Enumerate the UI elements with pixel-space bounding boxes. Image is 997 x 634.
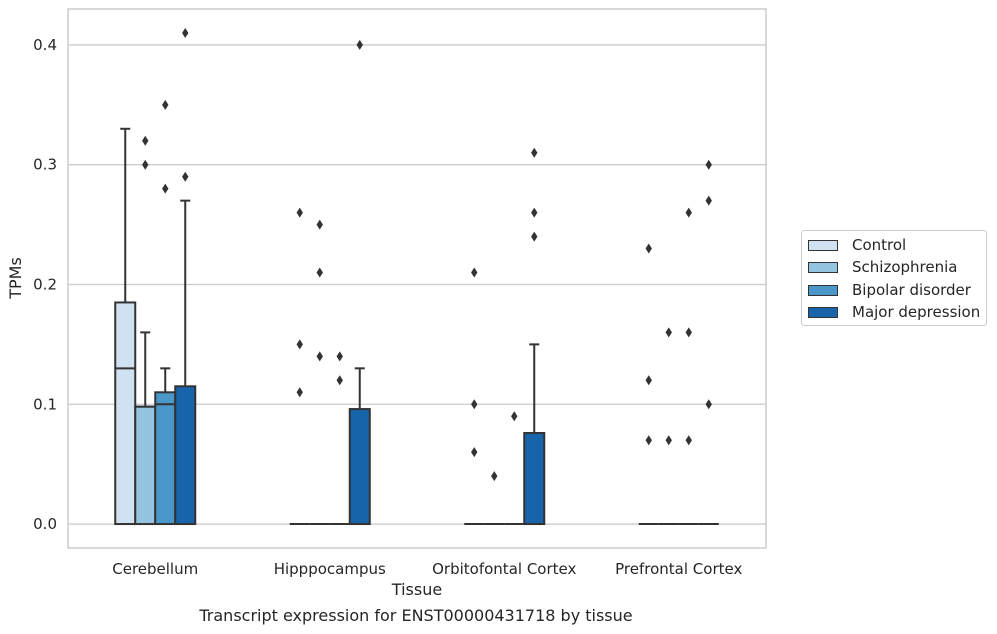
box-orbitofontal-cortex-major-depression [523,343,546,526]
box-cerebellum-bipolar-disorder [154,367,177,526]
box-hipppocampus-major-depression [348,367,371,526]
outlier-point [336,375,343,386]
outlier-point [471,447,478,458]
outlier-point [531,207,538,218]
outlier-point [685,327,692,338]
legend-label-major-depression: Major depression [852,303,981,321]
outlier-point [162,183,169,194]
outlier-point [645,375,652,386]
outlier-point [645,435,652,446]
outlier-point [182,171,189,182]
outlier-point [685,207,692,218]
box-body [174,385,197,526]
outlier-point [356,39,363,50]
legend-item-major-depression: Major depression [808,302,980,322]
legend: Control Schizophrenia Bipolar disorder M… [801,230,987,326]
outlier-point [316,219,323,230]
outlier-point [162,99,169,110]
y-tick-labels: 0.0 0.1 0.2 0.3 0.4 [33,36,57,533]
legend-label-schizophrenia: Schizophrenia [852,258,958,276]
outlier-point [296,387,303,398]
x-tick-label-prefrontal-cortex: Prefrontal Cortex [615,560,742,578]
legend-item-bipolar-disorder: Bipolar disorder [808,280,971,300]
outliers [142,27,712,482]
y-tick-label: 0.1 [33,395,57,413]
outlier-point [142,135,149,146]
figure-caption: Transcript expression for ENST0000043171… [199,606,633,625]
outlier-point [471,267,478,278]
outlier-point [685,435,692,446]
outlier-point [491,471,498,482]
outlier-point [531,231,538,242]
outlier-point [336,351,343,362]
outlier-point [471,399,478,410]
box-body [154,391,177,526]
legend-item-schizophrenia: Schizophrenia [808,257,957,277]
box-cerebellum-schizophrenia [134,331,157,526]
boxes [114,127,719,526]
x-tick-label-hipppocampus: Hipppocampus [274,560,386,578]
y-tick-label: 0.3 [33,156,57,174]
box-body [114,301,137,526]
legend-swatch-major-depression [808,306,838,318]
legend-label-bipolar-disorder: Bipolar disorder [852,281,971,299]
box-cerebellum-control [114,127,137,526]
outlier-point [296,339,303,350]
y-tick-label: 0.4 [33,36,57,54]
outlier-point [705,159,712,170]
legend-swatch-bipolar-disorder [808,284,838,296]
legend-swatch-control [808,239,838,251]
outlier-point [296,207,303,218]
outlier-point [705,195,712,206]
outlier-point [511,411,518,422]
outlier-point [316,267,323,278]
outlier-point [665,327,672,338]
box-body [523,432,546,526]
outlier-point [665,435,672,446]
legend-item-control: Control [808,235,906,255]
y-tick-label: 0.2 [33,275,57,293]
box-cerebellum-major-depression [174,199,197,526]
outlier-point [645,243,652,254]
outlier-point [705,399,712,410]
outlier-point [142,159,149,170]
plot-frame [67,8,767,549]
box-body [348,408,371,526]
outlier-point [316,351,323,362]
y-tick-label: 0.0 [33,515,57,533]
outlier-point [182,27,189,38]
x-tick-label-orbitofontal-cortex: Orbitofontal Cortex [432,560,576,578]
y-axis-label: TPMs [6,257,25,300]
x-axis-label: Tissue [391,580,442,599]
outlier-point [531,147,538,158]
box-body [134,405,157,526]
legend-label-control: Control [852,236,907,254]
x-tick-label-cerebellum: Cerebellum [112,560,198,578]
x-tick-labels: Cerebellum Hipppocampus Orbitofontal Corte… [112,560,742,578]
legend-swatch-schizophrenia [808,261,838,273]
